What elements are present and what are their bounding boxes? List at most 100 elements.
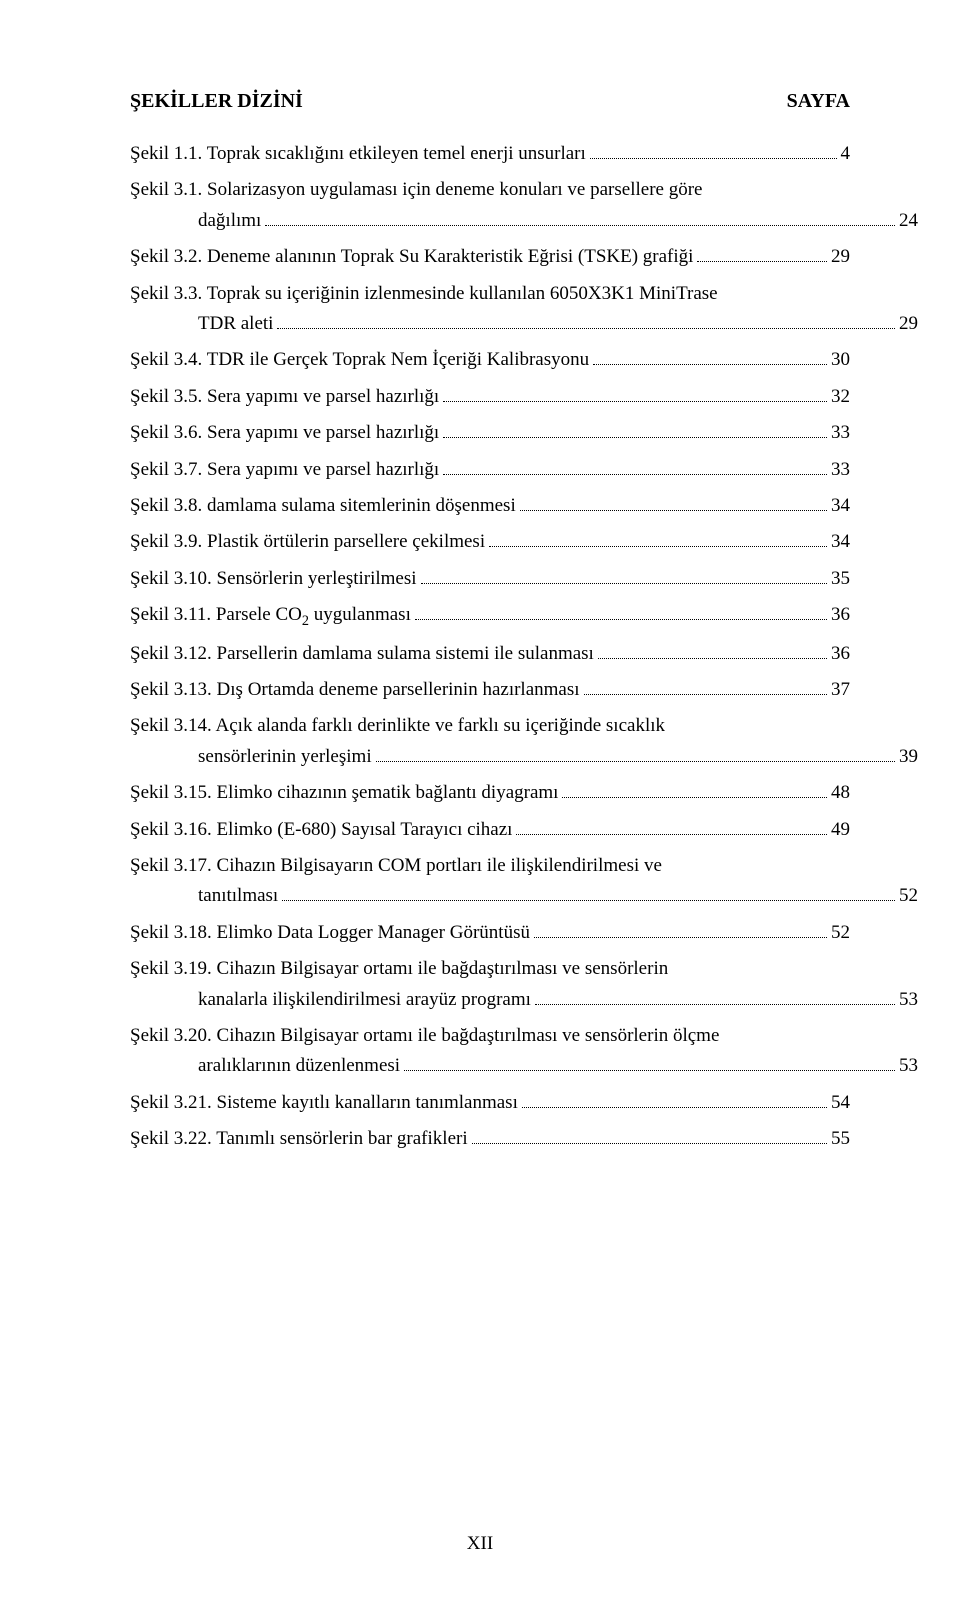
entry-page: 34 [831, 491, 850, 521]
leader-dots [520, 510, 827, 511]
entry-label: Şekil 3.2. Deneme alanının Toprak Su Kar… [130, 242, 693, 272]
entry-first-line: Şekil 3.17. Cihazın Bilgisayarın COM por… [130, 851, 850, 881]
figure-list: Şekil 1.1. Toprak sıcaklığını etkileyen … [130, 139, 850, 1155]
figure-entry: Şekil 3.14. Açık alanda farklı derinlikt… [130, 711, 850, 772]
entry-continuation-label: tanıtılması [198, 881, 278, 911]
entry-page: 36 [831, 639, 850, 669]
leader-dots [376, 761, 895, 762]
entry-label: Şekil 3.16. Elimko (E-680) Sayısal Taray… [130, 815, 512, 845]
leader-dots [534, 937, 827, 938]
leader-dots [489, 546, 827, 547]
entry-label: Şekil 3.1. Solarizasyon uygulaması için … [130, 175, 702, 205]
entry-label: Şekil 3.8. damlama sulama sitemlerinin d… [130, 491, 516, 521]
entry-continuation-label: aralıklarının düzenlenmesi [198, 1051, 400, 1081]
leader-dots [697, 261, 827, 262]
figure-entry: Şekil 3.8. damlama sulama sitemlerinin d… [130, 491, 850, 521]
entry-continuation-line: sensörlerinin yerleşimi39 [130, 742, 918, 772]
leader-dots [593, 364, 827, 365]
leader-dots [522, 1107, 827, 1108]
leader-dots [265, 225, 895, 226]
leader-dots [443, 437, 827, 438]
entry-continuation-label: sensörlerinin yerleşimi [198, 742, 372, 772]
entry-page: 34 [831, 527, 850, 557]
entry-line: Şekil 3.5. Sera yapımı ve parsel hazırlı… [130, 382, 850, 412]
entry-page: 29 [899, 309, 918, 339]
entry-continuation-line: aralıklarının düzenlenmesi 53 [130, 1051, 918, 1081]
figure-entry: Şekil 3.7. Sera yapımı ve parsel hazırlı… [130, 455, 850, 485]
entry-line: Şekil 3.6. Sera yapımı ve parsel hazırlı… [130, 418, 850, 448]
entry-label: Şekil 3.21. Sisteme kayıtlı kanalların t… [130, 1088, 518, 1118]
entry-label: Şekil 3.18. Elimko Data Logger Manager G… [130, 918, 530, 948]
entry-continuation-label: dağılımı [198, 206, 261, 236]
header-row: ŞEKİLLER DİZİNİ SAYFA [130, 90, 850, 113]
figure-entry: Şekil 3.16. Elimko (E-680) Sayısal Taray… [130, 815, 850, 845]
leader-dots [472, 1143, 827, 1144]
figure-entry: Şekil 3.12. Parsellerin damlama sulama s… [130, 639, 850, 669]
entry-first-line: Şekil 3.1. Solarizasyon uygulaması için … [130, 175, 850, 205]
entry-label: Şekil 3.9. Plastik örtülerin parsellere … [130, 527, 485, 557]
entry-line: Şekil 3.10. Sensörlerin yerleştirilmesi3… [130, 564, 850, 594]
entry-page: 29 [831, 242, 850, 272]
entry-line: Şekil 3.15. Elimko cihazının şematik bağ… [130, 778, 850, 808]
entry-label: Şekil 3.11. Parsele CO2 uygulanması [130, 600, 411, 633]
entry-line: Şekil 3.18. Elimko Data Logger Manager G… [130, 918, 850, 948]
entry-label: Şekil 3.12. Parsellerin damlama sulama s… [130, 639, 594, 669]
figure-entry: Şekil 3.6. Sera yapımı ve parsel hazırlı… [130, 418, 850, 448]
figure-entry: Şekil 3.19. Cihazın Bilgisayar ortamı il… [130, 954, 850, 1015]
entry-page: 4 [841, 139, 851, 169]
entry-label: Şekil 3.19. Cihazın Bilgisayar ortamı il… [130, 954, 668, 984]
entry-line: Şekil 1.1. Toprak sıcaklığını etkileyen … [130, 139, 850, 169]
figure-entry: Şekil 3.20. Cihazın Bilgisayar ortamı il… [130, 1021, 850, 1082]
entry-line: Şekil 3.9. Plastik örtülerin parsellere … [130, 527, 850, 557]
entry-first-line: Şekil 3.3. Toprak su içeriğinin izlenmes… [130, 279, 850, 309]
figure-entry: Şekil 3.9. Plastik örtülerin parsellere … [130, 527, 850, 557]
entry-label: Şekil 3.4. TDR ile Gerçek Toprak Nem İçe… [130, 345, 589, 375]
figure-entry: Şekil 3.21. Sisteme kayıtlı kanalların t… [130, 1088, 850, 1118]
figure-entry: Şekil 3.15. Elimko cihazının şematik bağ… [130, 778, 850, 808]
figure-entry: Şekil 3.3. Toprak su içeriğinin izlenmes… [130, 279, 850, 340]
entry-continuation-line: kanalarla ilişkilendirilmesi arayüz prog… [130, 985, 918, 1015]
figure-entry: Şekil 3.13. Dış Ortamda deneme parseller… [130, 675, 850, 705]
page-footer: XII [0, 1533, 960, 1555]
figure-entry: Şekil 3.10. Sensörlerin yerleştirilmesi3… [130, 564, 850, 594]
entry-continuation-line: dağılımı 24 [130, 206, 918, 236]
entry-page: 49 [831, 815, 850, 845]
leader-dots [598, 658, 827, 659]
leader-dots [562, 797, 827, 798]
figure-entry: Şekil 1.1. Toprak sıcaklığını etkileyen … [130, 139, 850, 169]
entry-first-line: Şekil 3.19. Cihazın Bilgisayar ortamı il… [130, 954, 850, 984]
entry-line: Şekil 3.7. Sera yapımı ve parsel hazırlı… [130, 455, 850, 485]
entry-page: 53 [899, 985, 918, 1015]
entry-line: Şekil 3.12. Parsellerin damlama sulama s… [130, 639, 850, 669]
header-left: ŞEKİLLER DİZİNİ [130, 90, 303, 113]
entry-continuation-label: kanalarla ilişkilendirilmesi arayüz prog… [198, 985, 531, 1015]
entry-label: Şekil 3.13. Dış Ortamda deneme parseller… [130, 675, 580, 705]
entry-page: 48 [831, 778, 850, 808]
entry-page: 53 [899, 1051, 918, 1081]
leader-dots [277, 328, 895, 329]
entry-line: Şekil 3.16. Elimko (E-680) Sayısal Taray… [130, 815, 850, 845]
entry-line: Şekil 3.11. Parsele CO2 uygulanması36 [130, 600, 850, 633]
leader-dots [535, 1004, 895, 1005]
entry-label: Şekil 3.20. Cihazın Bilgisayar ortamı il… [130, 1021, 719, 1051]
figure-entry: Şekil 3.5. Sera yapımı ve parsel hazırlı… [130, 382, 850, 412]
entry-line: Şekil 3.13. Dış Ortamda deneme parseller… [130, 675, 850, 705]
entry-page: 24 [899, 206, 918, 236]
entry-continuation-label: TDR aleti [198, 309, 273, 339]
entry-label: Şekil 3.22. Tanımlı sensörlerin bar graf… [130, 1124, 468, 1154]
entry-page: 54 [831, 1088, 850, 1118]
figure-entry: Şekil 3.22. Tanımlı sensörlerin bar graf… [130, 1124, 850, 1154]
figure-entry: Şekil 3.4. TDR ile Gerçek Toprak Nem İçe… [130, 345, 850, 375]
entry-first-line: Şekil 3.14. Açık alanda farklı derinlikt… [130, 711, 850, 741]
entry-line: Şekil 3.4. TDR ile Gerçek Toprak Nem İçe… [130, 345, 850, 375]
entry-label: Şekil 3.17. Cihazın Bilgisayarın COM por… [130, 851, 662, 881]
entry-page: 52 [831, 918, 850, 948]
leader-dots [415, 619, 827, 620]
leader-dots [516, 834, 827, 835]
entry-line: Şekil 3.22. Tanımlı sensörlerin bar graf… [130, 1124, 850, 1154]
entry-label: Şekil 3.6. Sera yapımı ve parsel hazırlı… [130, 418, 439, 448]
entry-label: Şekil 3.10. Sensörlerin yerleştirilmesi [130, 564, 417, 594]
entry-page: 33 [831, 455, 850, 485]
entry-label: Şekil 3.5. Sera yapımı ve parsel hazırlı… [130, 382, 439, 412]
entry-first-line: Şekil 3.20. Cihazın Bilgisayar ortamı il… [130, 1021, 850, 1051]
